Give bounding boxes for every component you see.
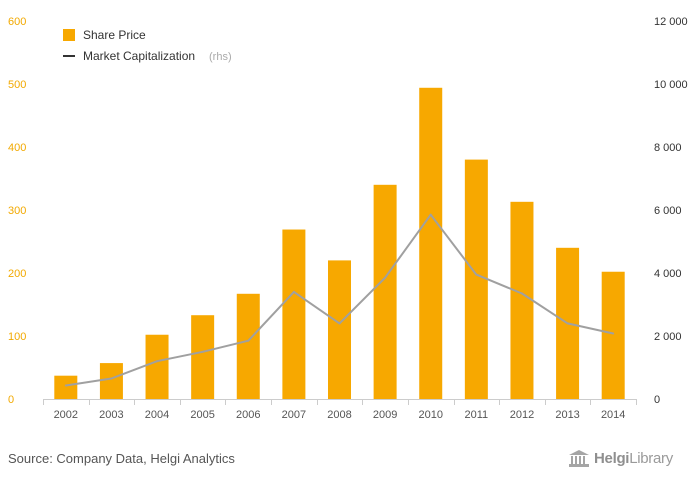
y-right-tick-4000: 4 000 [654, 268, 682, 280]
legend-label-market-cap: Market Capitalization [83, 49, 195, 63]
y-left-tick-100: 100 [8, 331, 26, 343]
legend: Share Price Market Capitalization (rhs) [63, 28, 232, 63]
x-tick-label-2008: 2008 [327, 409, 351, 421]
bar-2005 [191, 315, 215, 399]
logo-text-bold: Helgi [594, 450, 630, 467]
bar-2003 [99, 363, 123, 399]
bar-2014 [601, 271, 625, 399]
logo-text-normal: Library [629, 450, 673, 467]
y-left-tick-200: 200 [8, 268, 26, 280]
chart: 2002 2003 2004 2005 2006 2007 2008 2009 2010 2011… [8, 16, 688, 421]
y-left-tick-500: 500 [8, 79, 26, 91]
market-cap-point-2004 [156, 360, 159, 363]
x-tick-label-2006: 2006 [236, 409, 260, 421]
x-tick-label-2010: 2010 [418, 409, 442, 421]
bar-2008 [328, 260, 351, 399]
library-building-icon [569, 450, 589, 467]
market-cap-point-2009 [384, 276, 387, 279]
x-tick-label-2007: 2007 [282, 409, 306, 421]
bar-2009 [373, 184, 397, 399]
x-tick-label-2011: 2011 [465, 409, 489, 421]
x-tick-label-2002: 2002 [54, 409, 78, 421]
market-cap-point-2008 [338, 322, 341, 325]
source-note: Source: Company Data, Helgi Analytics [8, 451, 235, 466]
market-cap-point-2011 [475, 273, 478, 276]
market-cap-point-2013 [566, 322, 569, 325]
x-tick-label-2003: 2003 [99, 409, 123, 421]
y-left-tick-600: 600 [8, 16, 26, 28]
x-tick-label-2004: 2004 [145, 409, 169, 421]
x-tick-label-2009: 2009 [373, 409, 397, 421]
bar-2007 [282, 229, 306, 399]
x-tick-label-2005: 2005 [190, 409, 214, 421]
y-right-tick-10000: 10 000 [654, 79, 688, 91]
x-tick-label-2013: 2013 [555, 409, 579, 421]
market-cap-point-2014 [612, 332, 615, 335]
y-left-tick-300: 300 [8, 205, 26, 217]
market-cap-point-2010 [429, 213, 432, 216]
share-price-bars [54, 87, 625, 399]
bar-2002 [54, 375, 78, 399]
y-right-tick-8000: 8 000 [654, 142, 682, 154]
y-left-tick-400: 400 [8, 142, 26, 154]
logo-text: HelgiLibrary [594, 450, 673, 467]
legend-label-share-price: Share Price [83, 28, 146, 42]
x-tick-label-2014: 2014 [601, 409, 625, 421]
market-cap-point-2003 [110, 377, 113, 380]
market-cap-point-2002 [64, 384, 67, 387]
bar-2011 [464, 159, 488, 399]
x-tick-label-2012: 2012 [510, 409, 534, 421]
market-cap-line [64, 213, 615, 387]
helgi-library-logo: HelgiLibrary [568, 449, 692, 469]
y-right-tick-0: 0 [654, 394, 660, 406]
y-right-tick-6000: 6 000 [654, 205, 682, 217]
bar-2012 [510, 201, 534, 399]
legend-swatch-share-price [63, 29, 75, 41]
bar-2006 [236, 293, 260, 399]
chart-axes: 2002 2003 2004 2005 2006 2007 2008 2009 2010 2011… [8, 16, 688, 421]
market-cap-point-2012 [520, 292, 523, 295]
y-right-tick-12000: 12 000 [654, 16, 688, 28]
bar-2004 [145, 334, 169, 399]
market-cap-point-2006 [247, 339, 250, 342]
y-left-tick-0: 0 [8, 394, 14, 406]
legend-note-rhs: (rhs) [209, 51, 232, 63]
market-cap-point-2007 [292, 290, 295, 293]
market-cap-point-2005 [201, 350, 204, 353]
bar-2010 [419, 87, 443, 399]
y-right-tick-2000: 2 000 [654, 331, 682, 343]
